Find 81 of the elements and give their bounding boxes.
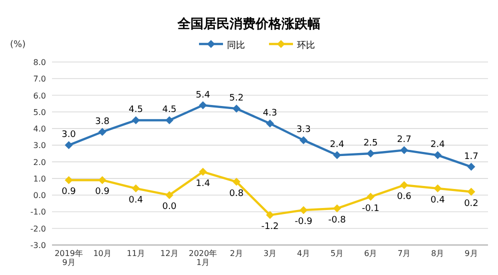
x-tick-label: 3月: [263, 249, 277, 258]
y-tick-label: 3.0: [33, 141, 46, 150]
data-label: 4.5: [162, 105, 177, 116]
data-label: 0.4: [128, 195, 144, 206]
point: [198, 101, 207, 110]
chart-title: 全国居民消费价格涨跌幅: [176, 17, 320, 32]
data-label: 1.7: [464, 152, 478, 162]
x-tick-label: 8月: [431, 249, 444, 258]
data-label: 1.4: [196, 178, 210, 189]
y-tick-label: 0.0: [33, 191, 46, 200]
y-tick-label: -2.0: [30, 224, 46, 234]
point: [333, 151, 342, 160]
legend-label: 环比: [297, 40, 315, 51]
point: [98, 176, 106, 184]
y-tick-label: 5.0: [33, 108, 46, 117]
x-tick-label: 2020年 1月: [188, 249, 218, 268]
y-tick-label: 8.0: [33, 58, 46, 67]
point: [400, 146, 408, 154]
data-label: 0.6: [396, 192, 412, 202]
point: [232, 104, 240, 113]
y-tick-label: 4.0: [33, 124, 46, 134]
data-label: 4.5: [128, 105, 144, 116]
point: [300, 136, 308, 144]
y-tick-label: 1.0: [33, 174, 46, 184]
y-tick-label: -3.0: [30, 241, 46, 250]
data-label: -0.9: [294, 217, 313, 228]
point: [98, 128, 106, 136]
x-tick-label: 6月: [364, 249, 378, 258]
point: [198, 168, 207, 176]
x-tick-label: 4月: [296, 249, 310, 258]
data-label: 3.8: [95, 116, 110, 127]
data-label: 5.4: [196, 90, 210, 100]
point: [266, 120, 274, 128]
x-tick-label: 5月: [330, 249, 344, 258]
point: [64, 141, 73, 150]
data-label: 0.2: [464, 198, 478, 209]
point: [165, 116, 174, 124]
data-label: 2.4: [330, 140, 344, 150]
data-label: 0.9: [95, 187, 110, 198]
point: [132, 116, 140, 124]
x-tick-label: 10月: [93, 249, 112, 258]
data-label: 2.7: [396, 135, 412, 146]
data-label: 3.0: [62, 130, 76, 140]
data-label: 4.3: [262, 108, 278, 119]
data-label: -0.8: [328, 215, 346, 226]
x-tick-label: 2月: [230, 249, 244, 258]
data-label: 2.5: [363, 138, 378, 148]
y-tick-label: 7.0: [33, 74, 46, 84]
point: [266, 211, 274, 220]
x-tick-label: 2019年 9月: [54, 249, 83, 268]
point: [434, 151, 442, 160]
data-label: 0.4: [430, 195, 446, 206]
point: [333, 204, 342, 212]
x-tick-label: 7月: [398, 249, 411, 258]
point: [300, 206, 308, 214]
point: [232, 178, 240, 186]
point: [132, 184, 140, 192]
legend-label: 同比: [227, 40, 245, 51]
point: [400, 181, 408, 190]
point: [366, 192, 375, 201]
y-tick-label: 2.0: [33, 158, 46, 167]
y-tick-label: 6.0: [33, 91, 46, 100]
point: [366, 150, 375, 158]
data-label: -0.1: [362, 204, 380, 214]
x-tick-label: 12月: [160, 249, 178, 258]
point: [165, 191, 174, 200]
y-axis-title: (%): [10, 40, 26, 50]
x-tick-label: 9月: [464, 249, 478, 258]
y-tick-label: -1.0: [30, 208, 46, 217]
data-label: 0.0: [162, 202, 177, 212]
point: [434, 184, 442, 192]
point: [64, 176, 73, 184]
data-label: 5.2: [229, 94, 244, 104]
data-label: 0.8: [229, 188, 244, 199]
point: [467, 162, 476, 171]
data-label: 2.4: [430, 140, 446, 150]
data-label: 0.9: [62, 187, 76, 198]
data-label: -1.2: [261, 222, 279, 232]
point: [467, 188, 476, 196]
x-tick-label: 11月: [126, 249, 145, 258]
data-label: 3.3: [296, 125, 311, 136]
